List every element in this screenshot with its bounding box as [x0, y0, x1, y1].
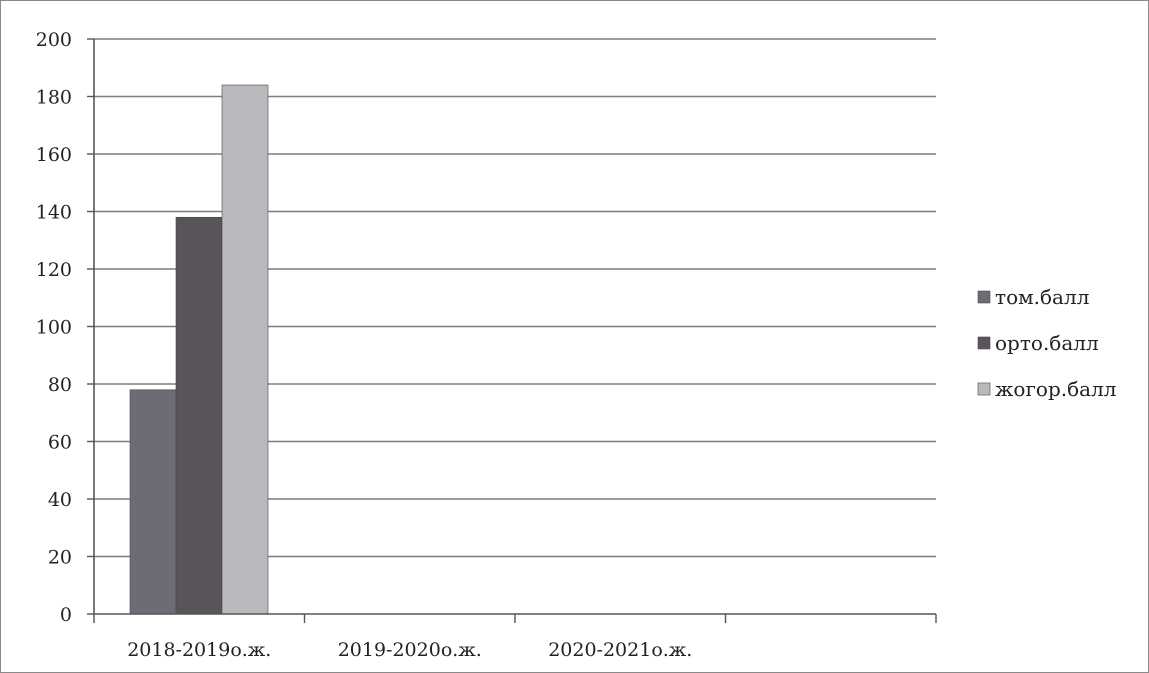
- bar-том.балл-2018-2019о.ж.: [129, 389, 177, 615]
- bar-орто.балл-2018-2019о.ж.: [175, 216, 223, 615]
- legend-label: орто.балл: [995, 331, 1099, 355]
- x-category-label: 2020-2021о.ж.: [548, 639, 692, 661]
- x-category-label: 2018-2019о.ж.: [127, 639, 271, 661]
- legend-swatch-орто.балл: [977, 336, 991, 350]
- legend-swatch-жогор.балл: [977, 382, 991, 396]
- legend-swatch-том.балл: [977, 290, 991, 304]
- y-tick-label: 40: [48, 489, 72, 511]
- x-category-label: 2019-2020о.ж.: [338, 639, 482, 661]
- y-tick-label: 140: [36, 202, 72, 224]
- y-tick-label: 0: [60, 604, 72, 626]
- y-tick-label: 20: [48, 547, 72, 569]
- y-tick-label: 80: [48, 374, 72, 396]
- y-tick-label: 100: [36, 317, 72, 339]
- y-tick-label: 60: [48, 432, 72, 454]
- legend-label: том.балл: [995, 285, 1089, 309]
- y-tick-label: 160: [36, 144, 72, 166]
- bar-жогор.балл-2018-2019о.ж.: [221, 84, 269, 615]
- legend-label: жогор.балл: [995, 377, 1117, 401]
- y-tick-label: 200: [36, 29, 72, 51]
- y-tick-label: 180: [36, 87, 72, 109]
- y-tick-label: 120: [36, 259, 72, 281]
